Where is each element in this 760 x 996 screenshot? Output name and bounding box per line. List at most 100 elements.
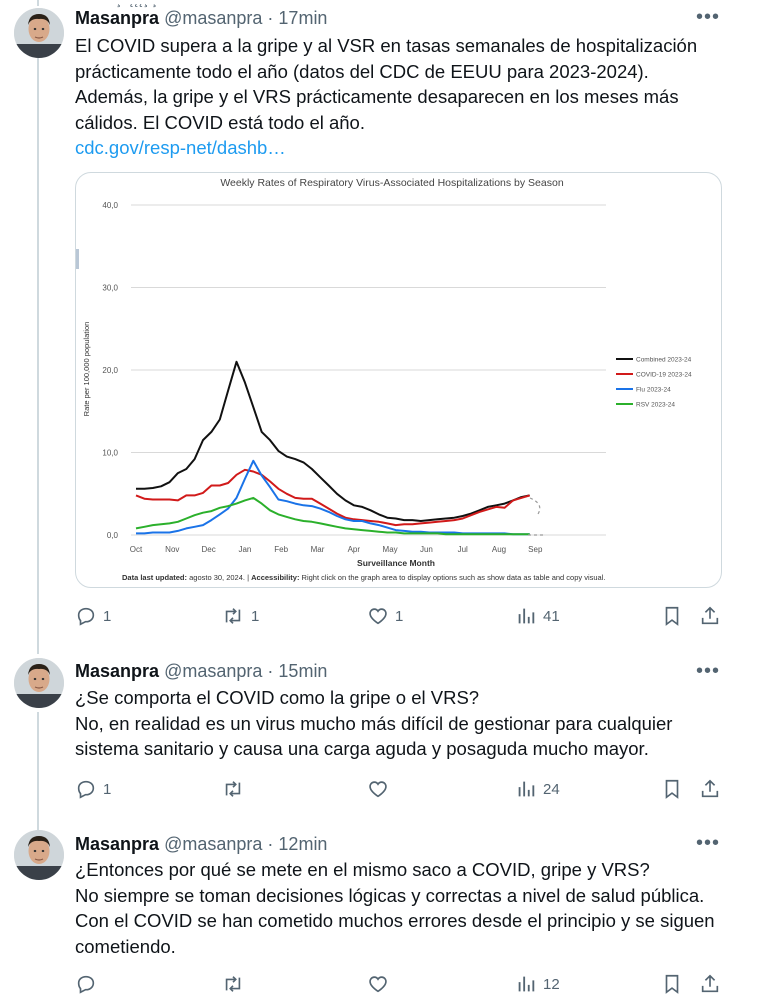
chart-footer: Data last updated: agosto 30, 2024. | Ac…	[122, 573, 605, 582]
retweet-icon	[225, 976, 241, 992]
separator-dot: ·	[267, 8, 274, 28]
top-fragment-text: ^¸´ ˛˛˛¸ ¸	[110, 0, 157, 7]
tweet-text-line: cometiendo.	[75, 935, 176, 957]
retweet-count: 1	[251, 607, 260, 625]
tweet-text-line: cálidos. El COVID está todo el año.	[75, 111, 365, 133]
more-icon[interactable]: •••	[695, 660, 720, 682]
author-name[interactable]: Masanpra	[75, 834, 160, 854]
x-tick-label: Nov	[165, 545, 179, 554]
tweet-header: Masanpra @masanpra · 17min	[75, 7, 327, 29]
more-icon[interactable]: •••	[695, 6, 720, 28]
tweet-text-line: No siempre se toman decisiones lógicas y…	[75, 884, 705, 906]
like-icon	[369, 976, 387, 993]
like-button[interactable]: 1	[367, 604, 403, 628]
tweet-text: ¿Se comporta el COVID como la gripe o el…	[75, 685, 725, 762]
views-button[interactable]: 41	[515, 604, 560, 628]
reply-icon	[77, 780, 95, 799]
x-tick-label: Jun	[420, 545, 433, 554]
tweet-text-line: El COVID supera a la gripe y al VSR en t…	[75, 35, 698, 56]
author-handle[interactable]: @masanpra	[164, 661, 263, 681]
bookmark-button[interactable]	[661, 604, 683, 628]
y-tick-label: 40,0	[102, 201, 118, 210]
avatar[interactable]	[14, 658, 64, 708]
tweet-2[interactable]: Masanpra @masanpra · 15min ••• ¿Se compo…	[0, 654, 760, 812]
author-name[interactable]: Masanpra	[75, 661, 160, 681]
y-tick-label: 20,0	[102, 366, 118, 375]
retweet-button[interactable]: 1	[221, 604, 259, 628]
tweet-1[interactable]: Masanpra @masanpra · 17min ••• El COVID …	[0, 0, 760, 645]
more-icon[interactable]: •••	[695, 832, 720, 854]
x-tick-label: Oct	[130, 545, 143, 554]
x-tick-label: Jul	[458, 545, 468, 554]
author-name[interactable]: Masanpra	[75, 8, 160, 28]
tweet-text-line: prácticamente todo el año (datos del CDC…	[75, 60, 649, 82]
x-tick-label: Aug	[492, 545, 506, 554]
timestamp[interactable]: 17min	[278, 8, 328, 28]
x-axis-label: Surveillance Month	[357, 558, 435, 568]
like-count: 1	[395, 607, 404, 625]
views-button[interactable]: 12	[515, 972, 560, 996]
views-count: 41	[543, 607, 560, 625]
tweet-actions: 1 1 1 41	[75, 604, 725, 628]
avatar[interactable]	[14, 8, 64, 58]
author-handle[interactable]: @masanpra	[164, 834, 263, 854]
reply-button[interactable]: 1	[75, 604, 111, 628]
share-icon	[701, 779, 719, 798]
tweet-text-line: ¿Se comporta el COVID como la gripe o el…	[75, 687, 480, 708]
timestamp[interactable]: 15min	[278, 661, 328, 681]
share-button[interactable]	[699, 972, 721, 996]
like-button[interactable]	[367, 777, 395, 801]
legend-label: RSV 2023-24	[636, 402, 675, 409]
tweet-text-line: ¿Entonces por qué se mete en el mismo sa…	[75, 859, 650, 880]
retweet-icon	[225, 781, 241, 797]
retweet-button[interactable]	[221, 972, 251, 996]
legend-label: COVID-19 2023-24	[636, 372, 692, 379]
share-button[interactable]	[699, 604, 721, 628]
tweet-link[interactable]: cdc.gov/resp-net/dashb…	[75, 137, 286, 158]
like-button[interactable]	[367, 972, 395, 996]
legend-label: Combined 2023-24	[636, 357, 692, 364]
thread-line	[37, 712, 39, 830]
series-line	[135, 496, 530, 536]
views-button[interactable]: 24	[515, 777, 560, 801]
x-tick-label: Mar	[311, 545, 325, 554]
series-line	[135, 468, 530, 527]
views-count: 12	[543, 975, 560, 993]
retweet-button[interactable]	[221, 777, 251, 801]
y-axis-label: Rate per 100,000 population	[82, 322, 91, 417]
x-tick-label: May	[383, 545, 398, 554]
footer-text: agosto 30, 2024. |	[187, 573, 251, 582]
share-button[interactable]	[699, 777, 721, 801]
y-tick-label: 30,0	[102, 284, 118, 293]
combined-projection	[529, 497, 541, 515]
views-icon	[518, 608, 535, 624]
avatar[interactable]	[14, 830, 64, 880]
y-tick-label: 0,0	[107, 531, 119, 540]
tweet-text-line: No, en realidad es un virus mucho más di…	[75, 712, 673, 734]
bookmark-icon	[665, 779, 679, 799]
reply-count: 1	[103, 780, 112, 798]
share-icon	[701, 974, 719, 993]
tweet-actions: 12	[75, 972, 725, 996]
author-handle[interactable]: @masanpra	[164, 8, 263, 28]
series-line	[136, 459, 530, 536]
bookmark-icon	[665, 606, 679, 626]
thread-line	[37, 58, 39, 654]
bookmark-icon	[665, 974, 679, 994]
x-tick-label: Jan	[238, 545, 251, 554]
x-tick-label: Feb	[274, 545, 288, 554]
tweet-text-line: Con el COVID se han cometido muchos erro…	[75, 910, 715, 931]
bookmark-button[interactable]	[661, 777, 683, 801]
reply-button[interactable]	[75, 972, 103, 996]
bookmark-button[interactable]	[661, 972, 683, 996]
timestamp[interactable]: 12min	[278, 834, 328, 854]
tweet-3[interactable]: Masanpra @masanpra · 12min ••• ¿Entonces…	[0, 826, 760, 994]
views-icon	[518, 781, 535, 797]
reply-button[interactable]: 1	[75, 777, 111, 801]
chart-title: Weekly Rates of Respiratory Virus-Associ…	[220, 177, 564, 189]
chart-card[interactable]: Weekly Rates of Respiratory Virus-Associ…	[75, 172, 722, 588]
tweet-header: Masanpra @masanpra · 12min	[75, 833, 327, 855]
retweet-icon	[225, 608, 241, 624]
tweet-actions: 1 24	[75, 777, 725, 801]
share-icon	[701, 606, 719, 625]
